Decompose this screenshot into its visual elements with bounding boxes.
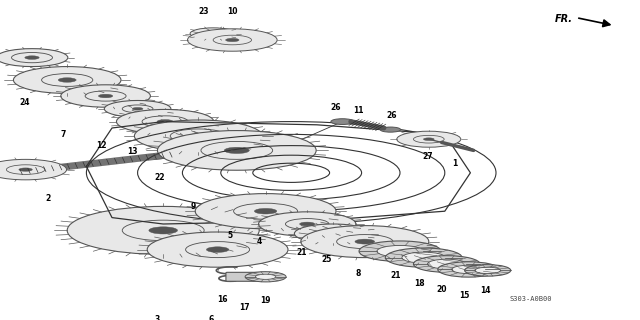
Text: 13: 13	[127, 148, 138, 156]
Ellipse shape	[209, 33, 217, 35]
Ellipse shape	[67, 206, 259, 254]
Ellipse shape	[0, 49, 68, 67]
Text: 8: 8	[356, 269, 361, 278]
Ellipse shape	[380, 127, 401, 132]
Ellipse shape	[359, 241, 441, 261]
Text: 21: 21	[390, 271, 401, 280]
Text: 23: 23	[198, 7, 209, 16]
Text: S303-A0B00: S303-A0B00	[510, 296, 552, 302]
Text: 25: 25	[321, 255, 332, 264]
Ellipse shape	[355, 239, 374, 244]
Text: 26: 26	[387, 111, 397, 120]
Text: 12: 12	[96, 141, 106, 150]
Ellipse shape	[157, 120, 173, 124]
Ellipse shape	[254, 208, 276, 214]
Ellipse shape	[104, 100, 171, 117]
Text: 2: 2	[45, 194, 51, 203]
Text: 22: 22	[155, 173, 165, 182]
Ellipse shape	[149, 227, 177, 234]
Ellipse shape	[0, 159, 67, 180]
Ellipse shape	[413, 256, 480, 272]
Text: 7: 7	[60, 130, 65, 139]
Ellipse shape	[300, 222, 315, 226]
Ellipse shape	[424, 138, 434, 140]
Text: 17: 17	[239, 303, 250, 312]
Text: 11: 11	[353, 106, 364, 115]
Ellipse shape	[207, 247, 229, 252]
Ellipse shape	[385, 248, 462, 267]
Ellipse shape	[259, 212, 356, 236]
Ellipse shape	[327, 232, 339, 235]
Text: 4: 4	[257, 237, 262, 246]
Text: FR.: FR.	[555, 14, 573, 24]
Text: 16: 16	[218, 295, 228, 304]
Ellipse shape	[224, 147, 250, 154]
Ellipse shape	[475, 267, 500, 274]
Text: 1: 1	[452, 159, 457, 168]
Ellipse shape	[402, 252, 445, 263]
Ellipse shape	[245, 272, 286, 282]
Text: 15: 15	[459, 291, 469, 300]
Ellipse shape	[134, 120, 262, 152]
Ellipse shape	[58, 78, 76, 82]
Ellipse shape	[377, 245, 423, 257]
Ellipse shape	[255, 274, 276, 279]
Ellipse shape	[465, 265, 511, 276]
Text: 21: 21	[297, 248, 307, 257]
Text: 3: 3	[154, 316, 159, 320]
Ellipse shape	[397, 131, 461, 147]
Text: 19: 19	[260, 296, 271, 305]
Ellipse shape	[19, 168, 32, 171]
Ellipse shape	[116, 109, 214, 134]
Text: 18: 18	[414, 279, 424, 288]
Ellipse shape	[428, 259, 466, 269]
Text: 6: 6	[209, 316, 214, 320]
Text: 20: 20	[436, 285, 447, 294]
Ellipse shape	[190, 28, 236, 39]
Ellipse shape	[438, 262, 499, 277]
Text: 27: 27	[422, 152, 433, 161]
Ellipse shape	[294, 224, 371, 243]
Ellipse shape	[13, 67, 121, 93]
Ellipse shape	[195, 194, 336, 229]
Ellipse shape	[147, 232, 288, 267]
Text: 26: 26	[331, 103, 341, 112]
Ellipse shape	[331, 119, 354, 124]
Ellipse shape	[132, 108, 143, 110]
Ellipse shape	[188, 29, 277, 51]
Ellipse shape	[226, 38, 239, 42]
Ellipse shape	[25, 56, 39, 60]
Text: 24: 24	[19, 98, 29, 107]
Ellipse shape	[99, 94, 113, 98]
Text: 14: 14	[480, 286, 490, 295]
Ellipse shape	[452, 265, 485, 274]
Ellipse shape	[157, 131, 316, 170]
Ellipse shape	[61, 85, 150, 107]
FancyBboxPatch shape	[226, 272, 267, 281]
Text: 9: 9	[191, 202, 196, 211]
Ellipse shape	[301, 226, 429, 258]
Ellipse shape	[189, 133, 208, 139]
Text: 5: 5	[228, 231, 233, 240]
Text: 10: 10	[227, 7, 237, 16]
